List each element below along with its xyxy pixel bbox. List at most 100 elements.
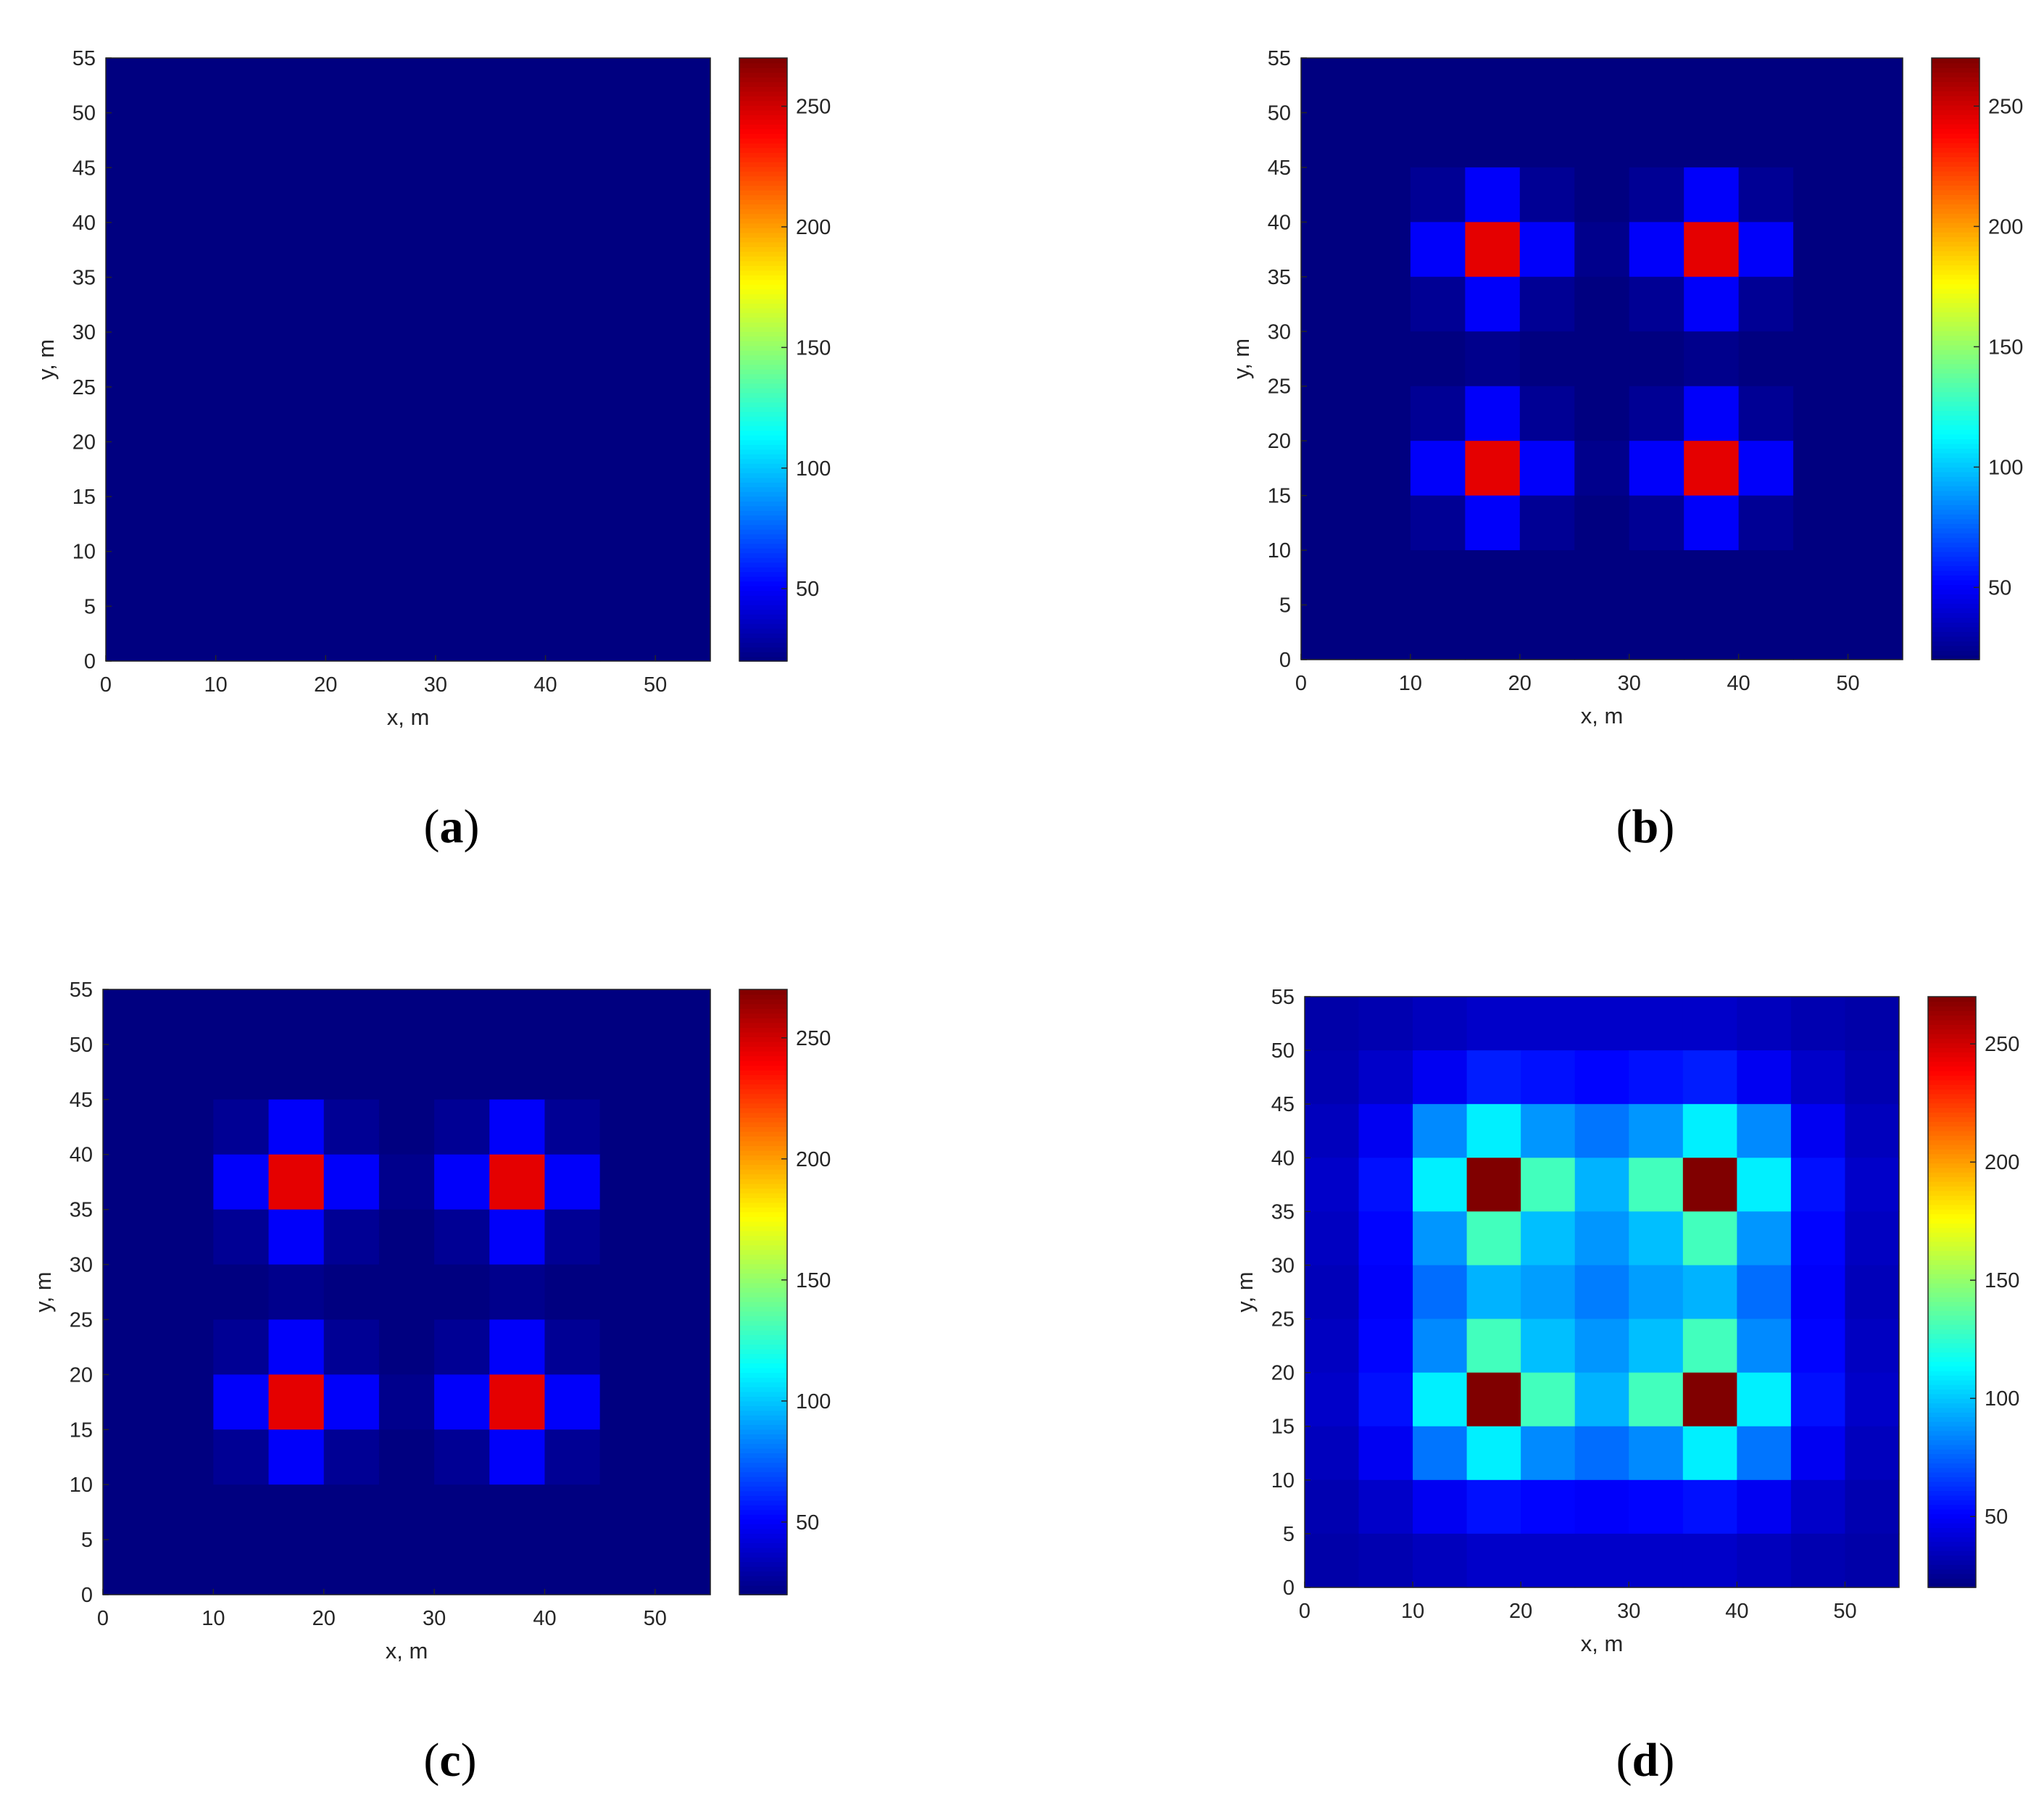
colorbar-segment — [739, 190, 787, 196]
colorbar-segment — [739, 1055, 787, 1061]
heatmap-cell — [489, 1264, 546, 1321]
colorbar-segment — [739, 194, 787, 200]
colorbar-tick-label: 200 — [1988, 215, 2023, 238]
heatmap-cell — [103, 1484, 159, 1540]
colorbar-segment — [739, 1396, 787, 1402]
heatmap-cell — [1738, 386, 1794, 441]
colorbar-segment — [1932, 486, 1979, 491]
heatmap-cell — [544, 1540, 601, 1595]
y-tick-label: 20 — [1271, 1362, 1295, 1385]
x-tick-label: 50 — [644, 1607, 667, 1630]
heatmap-cell — [1519, 386, 1575, 441]
colorbar-segment — [739, 143, 787, 149]
heatmap-cell — [325, 386, 381, 443]
colorbar-segment — [1932, 551, 1979, 557]
heatmap-cell — [1574, 1533, 1629, 1588]
colorbar-segment — [1932, 509, 1979, 515]
heatmap-cell — [655, 441, 711, 497]
heatmap-cell — [1466, 1104, 1521, 1158]
colorbar-segment — [1928, 1167, 1976, 1173]
heatmap-cell — [490, 222, 547, 278]
colorbar-segment — [1928, 1218, 1976, 1224]
colorbar-segment — [739, 529, 787, 535]
axes-box — [105, 57, 711, 662]
heatmap-cell — [1629, 550, 1684, 606]
colorbar-segment — [1928, 1476, 1976, 1482]
heatmap-cell — [103, 1044, 159, 1100]
heatmap-cell — [1793, 441, 1849, 497]
colorbar-segment — [739, 288, 787, 294]
colorbar-segment — [739, 364, 787, 370]
heatmap-cell — [1682, 1318, 1737, 1374]
heatmap-cell — [1519, 167, 1575, 223]
colorbar-segment — [739, 482, 787, 488]
heatmap-cell — [1521, 1372, 1576, 1427]
heatmap-cell — [600, 167, 656, 223]
heatmap-cell — [1845, 1533, 1900, 1588]
heatmap-cell — [655, 386, 711, 443]
heatmap-cell — [1684, 495, 1740, 551]
heatmap-cell — [323, 1319, 380, 1375]
colorbar-tick-label: 100 — [1985, 1387, 2019, 1411]
heatmap-cell — [1848, 276, 1903, 332]
colorbar-segment — [739, 477, 787, 483]
colorbar-segment — [1928, 1504, 1976, 1510]
colorbar-segment — [739, 232, 787, 238]
colorbar-segment — [739, 599, 787, 605]
heatmap-cell — [600, 332, 656, 388]
colorbar-segment — [1932, 259, 1979, 266]
heatmap-cell — [655, 277, 711, 333]
y-tick-label: 10 — [1268, 539, 1291, 562]
colorbar-segment — [1928, 1481, 1976, 1487]
heatmap-cell — [1790, 997, 1846, 1051]
colorbar-segment — [739, 1084, 787, 1089]
colorbar-segment — [739, 1391, 787, 1397]
colorbar-segment — [1932, 297, 1979, 303]
heatmap-cell — [378, 1154, 435, 1210]
colorbar-segment — [739, 185, 787, 191]
heatmap-cell — [545, 167, 601, 223]
x-tick-label: 10 — [204, 673, 228, 697]
heatmap-cell — [1358, 1372, 1413, 1427]
heatmap-cell — [1574, 1318, 1629, 1374]
heatmap-cell — [1413, 1426, 1468, 1481]
heatmap-cell — [545, 497, 601, 552]
heatmap-cell — [1466, 1533, 1521, 1588]
colorbar-segment — [1928, 1264, 1976, 1270]
heatmap-cell — [1305, 1050, 1360, 1105]
heatmap-cell — [1574, 1426, 1629, 1481]
panel-caption: (c) — [423, 1734, 476, 1787]
colorbar-segment — [739, 505, 787, 511]
heatmap-cell — [215, 497, 272, 552]
heatmap-cell — [1845, 1479, 1900, 1534]
heatmap-cell — [215, 606, 272, 662]
colorbar-segment — [739, 515, 787, 520]
heatmap-cell — [1519, 112, 1575, 168]
heatmap-cell — [1848, 386, 1903, 441]
y-tick-label: 40 — [1268, 211, 1291, 234]
colorbar-segment — [1928, 1066, 1976, 1071]
heatmap-cell — [215, 332, 272, 388]
colorbar-segment — [1928, 1232, 1976, 1237]
colorbar-segment — [1928, 1250, 1976, 1256]
heatmap-cell — [1737, 1318, 1792, 1374]
colorbar-segment — [1928, 1163, 1976, 1168]
colorbar-tick-label: 100 — [796, 457, 831, 481]
heatmap-cell — [1684, 112, 1740, 168]
heatmap-cell — [323, 1374, 380, 1430]
colorbar-tick-label: 200 — [1985, 1151, 2019, 1174]
heatmap-cell — [545, 441, 601, 497]
colorbar-segment — [1932, 490, 1979, 496]
colorbar-segment — [739, 1297, 787, 1303]
colorbar-segment — [1928, 1403, 1976, 1408]
heatmap-cell — [655, 112, 711, 168]
heatmap-cell — [158, 989, 214, 1045]
heatmap-cell — [1519, 495, 1575, 551]
colorbar-segment — [739, 989, 787, 995]
colorbar-segment — [1928, 1213, 1976, 1219]
y-tick-label: 50 — [70, 1034, 93, 1057]
colorbar-segment — [1932, 655, 1979, 660]
heatmap-cell — [103, 1264, 159, 1321]
heatmap-cell — [1790, 1372, 1846, 1427]
